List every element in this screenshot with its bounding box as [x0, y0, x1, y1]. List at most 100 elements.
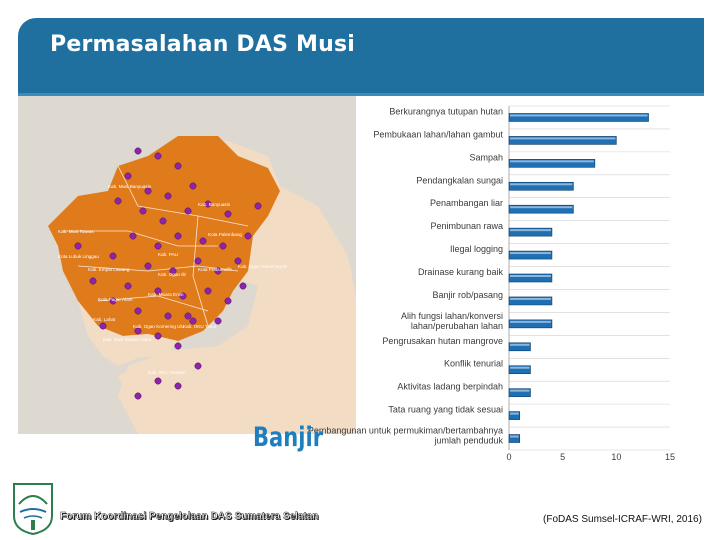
- map-marker: [194, 362, 202, 370]
- bar-8: [508, 296, 553, 306]
- map-labels: Kab. Musi Banyuasin Kab. Banyuasin Kab. Mu…: [58, 184, 287, 375]
- category-label-3: Pendangkalan sungai: [416, 175, 503, 185]
- map-marker: [154, 377, 162, 385]
- category-label-10: Pengrusakan hutan mangrove: [382, 336, 503, 346]
- map-region-label: Kota Pagar Alam: [98, 297, 133, 302]
- map-marker: [154, 332, 162, 340]
- map-marker: [144, 262, 152, 270]
- map-region-label: Kab. Banyuasin: [198, 202, 231, 207]
- bar-highlight-8: [510, 297, 551, 300]
- category-label-8: Banjir rob/pasang: [432, 290, 503, 300]
- map-marker: [214, 317, 222, 325]
- map-marker: [144, 187, 152, 195]
- map-marker: [224, 210, 232, 218]
- map-marker: [244, 232, 252, 240]
- map-marker: [219, 242, 227, 250]
- map-region-label: Kota Palembang: [208, 232, 242, 237]
- map-marker: [139, 207, 147, 215]
- category-label-0: Berkurangnya tutupan hutan: [389, 106, 503, 116]
- map-marker: [109, 297, 117, 305]
- map-graphic: Kab. Musi Banyuasin Kab. Banyuasin Kab. Mu…: [18, 96, 356, 434]
- category-label-4: Penambangan liar: [430, 198, 503, 208]
- bar-highlight-4: [510, 206, 573, 209]
- bar-5: [508, 227, 553, 237]
- map-marker: [204, 287, 212, 295]
- bar-highlight-14: [510, 435, 519, 438]
- x-tick-label-1: 5: [560, 452, 565, 462]
- bar-highlight-2: [510, 160, 594, 163]
- bar-highlight-10: [510, 343, 530, 346]
- map-markers: [74, 147, 262, 400]
- bar-highlight-11: [510, 366, 530, 369]
- map-marker: [89, 277, 97, 285]
- map-marker: [224, 297, 232, 305]
- map-marker: [164, 192, 172, 200]
- x-tick-label-2: 10: [611, 452, 621, 462]
- map-marker: [254, 202, 262, 210]
- map-marker: [154, 242, 162, 250]
- map-marker: [194, 257, 202, 265]
- source-citation: (FoDAS Sumsel-ICRAF-WRI, 2016): [543, 514, 702, 525]
- organization-logo: [13, 483, 53, 536]
- map-marker: [154, 152, 162, 160]
- map-marker: [174, 162, 182, 170]
- map-marker: [179, 292, 187, 300]
- chart-category-labels: Berkurangnya tutupan hutan Pembukaan laha…: [308, 106, 504, 445]
- category-label-9: Alih fungsi lahan/konversi lahan/perubaha…: [401, 311, 503, 331]
- map-region-label: Kab. OKU Selatan: [148, 370, 186, 375]
- bar-highlight-12: [510, 389, 530, 392]
- title-banner: [18, 18, 704, 93]
- bar-9: [508, 319, 553, 329]
- category-label-11: Konflik tenurial: [444, 359, 503, 369]
- bar-1: [508, 136, 617, 145]
- map-marker: [164, 312, 172, 320]
- slide-title: Permasalahan DAS Musi: [50, 32, 356, 57]
- bar-highlight-0: [510, 114, 648, 117]
- category-label-12: Aktivitas ladang berpindah: [397, 382, 503, 392]
- bar-6: [508, 250, 553, 260]
- map-marker: [124, 282, 132, 290]
- map-marker: [174, 232, 182, 240]
- map-marker: [159, 217, 167, 225]
- bar-0: [508, 113, 649, 122]
- bar-14: [508, 434, 521, 443]
- map-marker: [199, 237, 207, 245]
- map-region-label: Kab. Ogan Komering Ulu: [133, 324, 185, 329]
- map-region-label: Kab. Muara Enim: [148, 292, 184, 297]
- map-marker: [124, 172, 132, 180]
- map-marker: [174, 382, 182, 390]
- map-region-label: Kab. PALI: [158, 252, 178, 257]
- category-label-14: Pembangunan untuk permukiman/bertambahny…: [308, 426, 504, 446]
- category-label-1: Pembukaan lahan/lahan gambut: [373, 129, 503, 139]
- category-label-5: Penimbunan rawa: [430, 221, 503, 231]
- category-label-6: Ilegal logging: [450, 244, 503, 254]
- chart-gridlines: [508, 105, 670, 451]
- category-label-7: Drainase kurang baik: [418, 267, 504, 277]
- map-marker: [154, 287, 162, 295]
- bar-12: [508, 388, 531, 397]
- map-marker: [204, 200, 212, 208]
- map-marker: [109, 252, 117, 260]
- bar-highlight-6: [510, 252, 551, 255]
- map-region-label: Kab. Empat Lawang: [88, 267, 130, 272]
- category-label-13: Tata ruang yang tidak sesuai: [388, 405, 503, 415]
- bar-13: [508, 411, 521, 420]
- map-region-label: Kab. Musi Rawas: [58, 229, 94, 234]
- bar-highlight-13: [510, 412, 519, 415]
- bar-highlight-3: [510, 183, 573, 186]
- map-marker: [129, 232, 137, 240]
- category-label-2: Sampah: [469, 152, 503, 162]
- map-marker: [174, 342, 182, 350]
- river-basin-map: Kab. Musi Banyuasin Kab. Banyuasin Kab. Mu…: [18, 96, 356, 434]
- map-marker: [114, 197, 122, 205]
- map-region-label: Kab. OKU Timur: [183, 324, 217, 329]
- map-marker: [184, 207, 192, 215]
- bar-4: [508, 204, 574, 214]
- map-region-label: Kab. Musi Rawas Utara: [103, 337, 152, 342]
- map-marker: [189, 182, 197, 190]
- bar-highlight-1: [510, 137, 616, 140]
- bar-3: [508, 181, 574, 191]
- x-tick-label-3: 15: [665, 452, 675, 462]
- chart-tick-labels: 0 5 10 15: [506, 452, 675, 462]
